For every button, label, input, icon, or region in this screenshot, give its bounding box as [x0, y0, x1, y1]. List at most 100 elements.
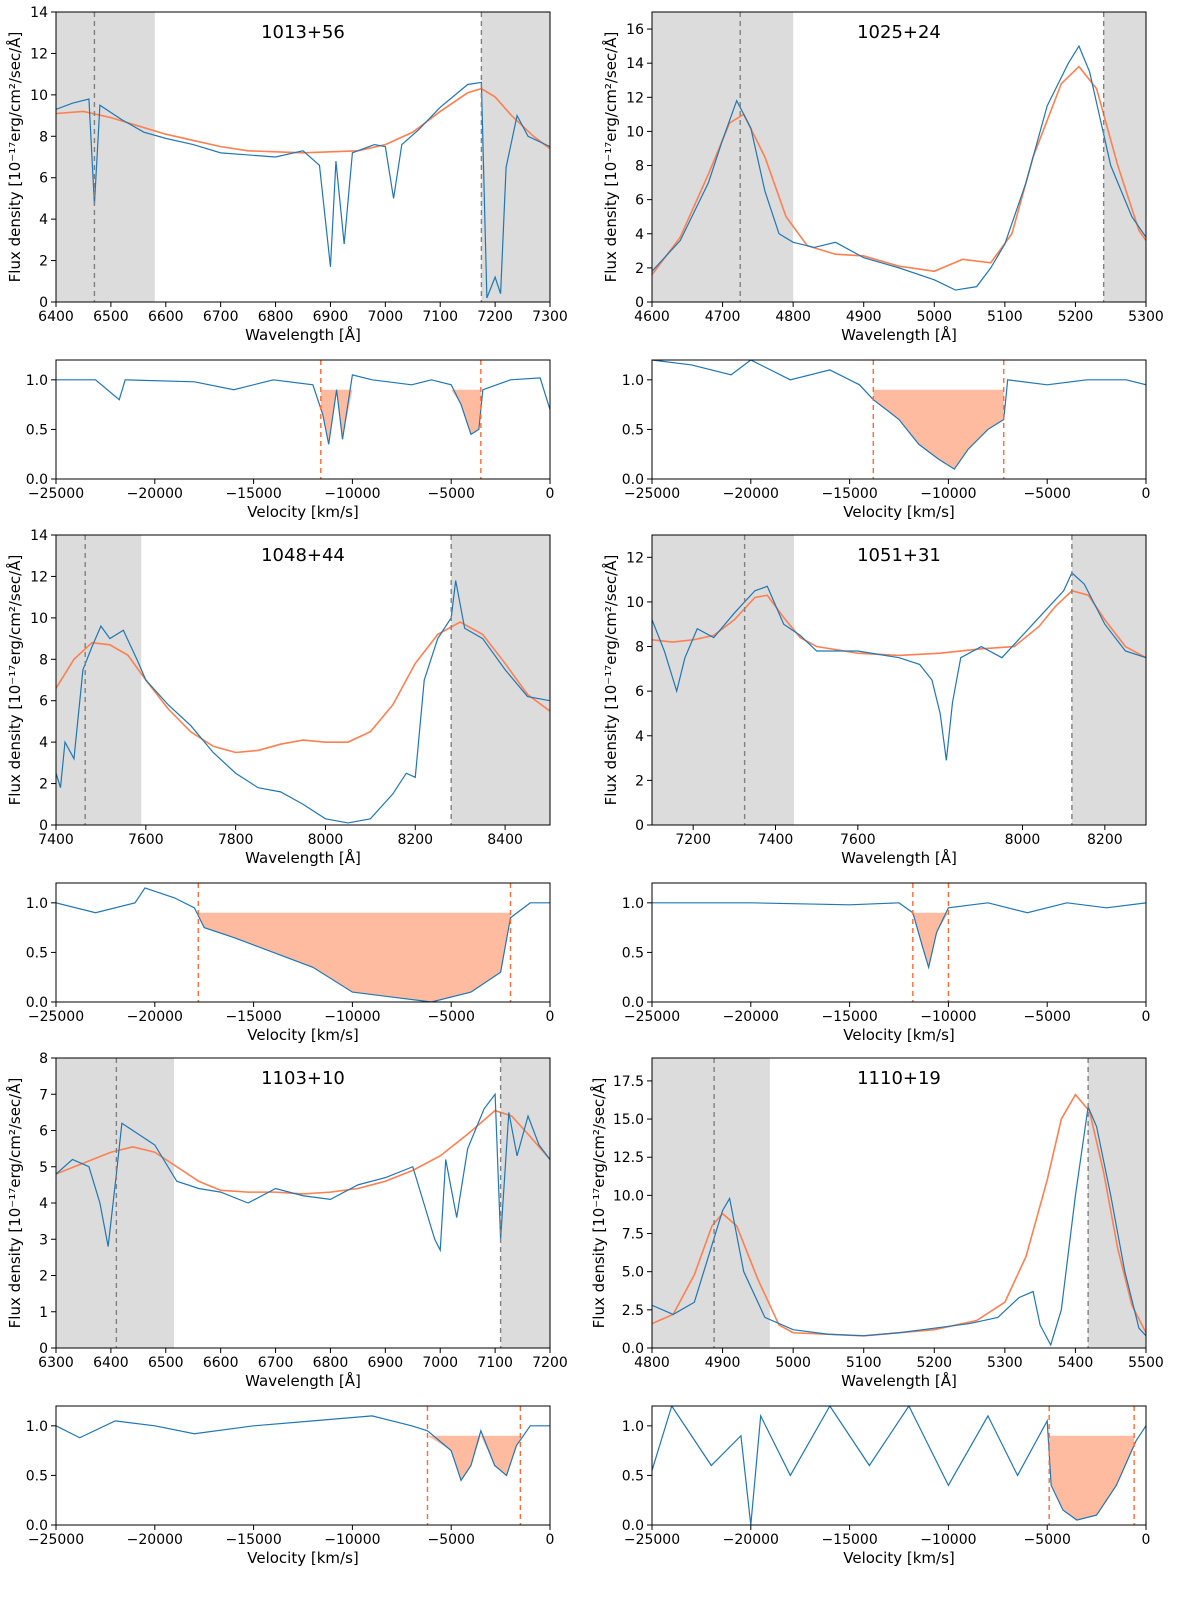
spectrum-curve — [56, 580, 550, 824]
y-tick-label-1: 0.5 — [622, 945, 644, 961]
x-tick-label-6: 5200 — [1058, 309, 1094, 325]
x-tick-label-1: −20000 — [723, 1009, 779, 1025]
x-tick-label-4: −5000 — [1024, 1532, 1071, 1548]
spectrum-curve — [56, 1415, 550, 1482]
y-tick-label-2: 1.0 — [26, 896, 48, 912]
y-tick-label-2: 1.0 — [622, 373, 644, 389]
x-axis-label: Velocity [km/s] — [843, 503, 954, 521]
x-tick-label-4: 6700 — [258, 1355, 294, 1371]
y-axis-label: Flux density [10⁻¹⁷erg/cm²/sec/Å] — [601, 32, 620, 283]
y-tick-label-1: 2 — [635, 773, 644, 789]
y-tick-label-3: 6 — [39, 171, 48, 187]
spectrum-curve — [652, 1104, 1146, 1347]
y-tick-label-1: 0.5 — [622, 1468, 644, 1484]
velocity-panel-3: −25000 −20000 −15000 −10000 −5000 0 0.0 0.5 1.0 V… — [622, 882, 1150, 1044]
x-tick-label-4: −5000 — [428, 1009, 475, 1025]
x-tick-label-3: 8000 — [308, 832, 344, 848]
y-tick-label-2: 2 — [39, 1269, 48, 1285]
y-tick-label-4: 8 — [39, 129, 48, 145]
x-tick-label-0: 7400 — [38, 832, 74, 848]
spectrum-panel-4: 6300 6400 6500 6600 6700 6800 6900 7000 7100 7200… — [5, 1051, 568, 1390]
chart-title: 1051+31 — [857, 545, 941, 566]
absorption-fill-0 — [1049, 1435, 1135, 1521]
x-tick-label-3: 8000 — [1005, 832, 1041, 848]
x-tick-label-1: 6400 — [93, 1355, 129, 1371]
spectrum-curve — [652, 360, 1146, 470]
spectrum-panel-0: 6400 6500 6600 6700 6800 6900 7000 7100 7200 7300… — [5, 5, 568, 344]
y-tick-label-7: 17.5 — [613, 1074, 644, 1090]
x-tick-label-2: −15000 — [821, 1532, 877, 1548]
x-tick-label-3: 6600 — [203, 1355, 239, 1371]
x-tick-label-7: 5300 — [1128, 309, 1164, 325]
x-tick-label-2: 6500 — [148, 1355, 184, 1371]
y-tick-label-5: 5 — [39, 1160, 48, 1176]
x-tick-label-0: −25000 — [28, 486, 84, 502]
x-tick-label-6: 7000 — [368, 309, 404, 325]
x-tick-label-2: 5000 — [775, 1355, 811, 1371]
velocity-panel-1: −25000 −20000 −15000 −10000 −5000 0 0.0 0.5 1.0 V… — [622, 359, 1150, 521]
x-tick-label-2: 4800 — [775, 309, 811, 325]
y-tick-label-1: 0.5 — [26, 945, 48, 961]
axes-frame — [651, 534, 1147, 826]
x-tick-label-7: 5500 — [1128, 1355, 1164, 1371]
x-tick-label-5: 0 — [546, 1009, 555, 1025]
y-tick-label-5: 10 — [626, 595, 644, 611]
spectrum-curve — [56, 1092, 550, 1253]
y-tick-label-2: 4 — [39, 735, 48, 751]
fit-curve — [652, 65, 1146, 276]
x-tick-label-1: −20000 — [723, 1532, 779, 1548]
y-axis-label: Flux density [10⁻¹⁷erg/cm²/sec/Å] — [5, 555, 24, 806]
shaded-region-1 — [481, 12, 550, 302]
plot-area — [652, 12, 1146, 302]
y-tick-label-5: 10 — [30, 88, 48, 104]
y-tick-label-3: 3 — [39, 1232, 48, 1248]
shaded-region-1 — [1103, 12, 1146, 302]
x-tick-label-4: 8200 — [397, 832, 433, 848]
axes-frame — [651, 882, 1147, 1003]
shaded-region-0 — [56, 12, 155, 302]
y-tick-label-2: 1.0 — [622, 896, 644, 912]
x-tick-label-3: −10000 — [324, 486, 380, 502]
x-tick-label-0: 6300 — [38, 1355, 74, 1371]
x-tick-label-5: 6800 — [313, 1355, 349, 1371]
x-tick-label-5: 0 — [546, 486, 555, 502]
x-tick-label-4: −5000 — [428, 1532, 475, 1548]
axes-frame — [55, 882, 551, 1003]
x-tick-label-5: 0 — [546, 1532, 555, 1548]
y-tick-label-4: 4 — [39, 1196, 48, 1212]
x-tick-label-4: −5000 — [1024, 486, 1071, 502]
spectrum-curve — [56, 374, 550, 445]
y-tick-label-1: 2 — [39, 254, 48, 270]
x-tick-label-2: 6600 — [148, 309, 184, 325]
axes-frame — [651, 359, 1147, 480]
x-tick-label-0: −25000 — [28, 1532, 84, 1548]
x-tick-label-1: 4700 — [705, 309, 741, 325]
x-tick-label-1: 7400 — [758, 832, 794, 848]
y-tick-label-6: 12 — [30, 569, 48, 585]
x-tick-label-5: 6900 — [313, 309, 349, 325]
y-tick-label-3: 6 — [635, 684, 644, 700]
y-tick-label-7: 7 — [39, 1087, 48, 1103]
y-tick-label-2: 4 — [39, 212, 48, 228]
axes-frame — [55, 11, 551, 303]
absorption-fill-0 — [198, 912, 511, 1002]
x-tick-label-3: −10000 — [920, 1009, 976, 1025]
shaded-region-0 — [652, 535, 795, 825]
x-tick-label-4: −5000 — [1024, 1009, 1071, 1025]
x-tick-label-0: −25000 — [624, 1532, 680, 1548]
plot-area — [56, 535, 550, 825]
x-tick-label-3: −10000 — [324, 1009, 380, 1025]
absorption-fill-0 — [320, 389, 481, 445]
axes-frame — [55, 1405, 551, 1526]
y-tick-label-0: 0 — [39, 1341, 48, 1357]
x-tick-label-1: 4900 — [705, 1355, 741, 1371]
y-tick-label-6: 6 — [39, 1124, 48, 1140]
y-tick-label-3: 6 — [635, 193, 644, 209]
y-axis-label: Flux density [10⁻¹⁷erg/cm²/sec/Å] — [589, 1078, 608, 1329]
y-tick-label-6: 12 — [626, 550, 644, 566]
y-tick-label-0: 0.0 — [26, 1518, 48, 1534]
plot-area — [652, 1058, 1146, 1348]
x-axis-label: Wavelength [Å] — [841, 848, 957, 867]
y-tick-label-5: 10 — [30, 611, 48, 627]
x-axis-label: Wavelength [Å] — [245, 325, 361, 344]
